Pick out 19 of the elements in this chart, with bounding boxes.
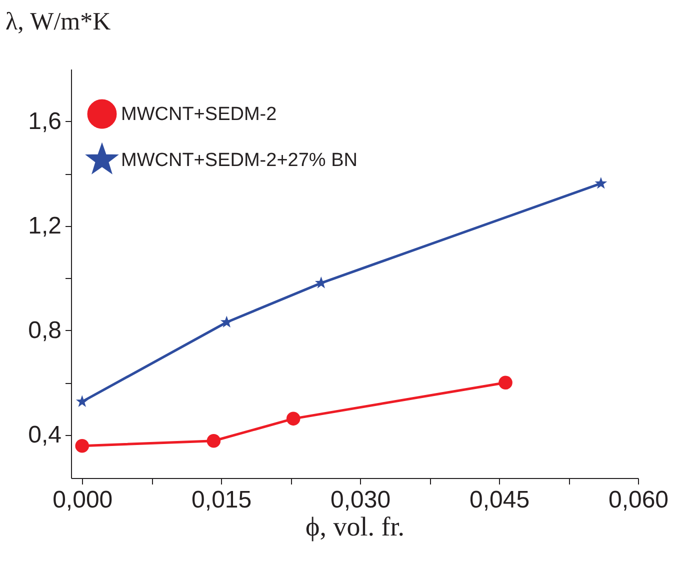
y-tick-label: 0,8 xyxy=(28,316,62,344)
x-tick-label: 0,045 xyxy=(470,486,530,514)
point xyxy=(286,412,300,426)
y-tick-label: 1,2 xyxy=(28,212,62,240)
y-axis-title: λ, W/m*K xyxy=(6,8,111,36)
x-tick-label: 0,060 xyxy=(608,486,669,514)
point xyxy=(594,176,608,189)
y-tick-label: 0,4 xyxy=(28,421,62,448)
legend-label: MWCNT+SEDM-2+27% BN xyxy=(121,150,358,171)
x-axis-title: ϕ, vol. fr. xyxy=(306,512,404,542)
point xyxy=(76,395,88,407)
y-tick-label: 1,6 xyxy=(28,108,62,135)
point xyxy=(206,434,221,448)
legend-label: MWCNT+SEDM-2 xyxy=(121,104,277,125)
x-tick-label: 0,000 xyxy=(52,486,113,514)
point xyxy=(75,438,90,453)
x-tick-label: 0,015 xyxy=(192,486,252,514)
x-tick-label: 0,030 xyxy=(330,486,391,514)
point xyxy=(498,376,512,390)
